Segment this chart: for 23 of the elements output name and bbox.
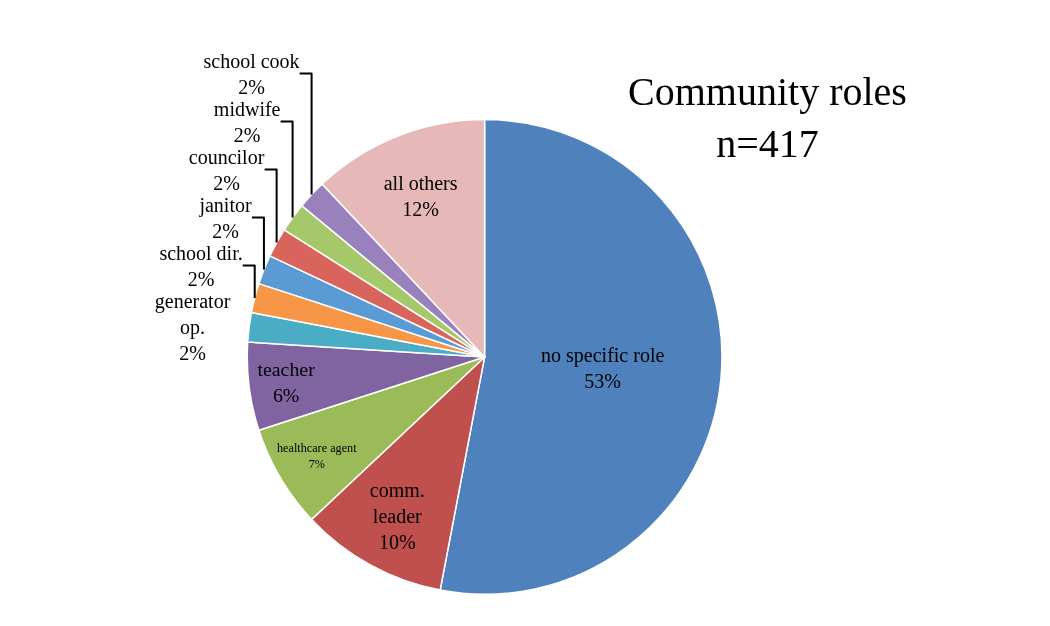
data-label: 10% <box>378 530 416 553</box>
slice-label: school cook <box>203 49 300 72</box>
data-label: 2% <box>187 267 215 290</box>
data-label: 2% <box>212 219 239 242</box>
data-label: 6% <box>272 383 300 406</box>
data-label: 12% <box>402 197 439 220</box>
slice-label: teacher <box>257 358 316 381</box>
slice-label: generator op. <box>154 289 231 339</box>
slice-label: healthcare agent <box>277 441 358 456</box>
data-label: 2% <box>179 341 206 364</box>
slice-label: no specific role <box>541 344 665 368</box>
data-label: 2% <box>213 171 240 194</box>
slice-label: councilor <box>188 145 265 168</box>
slice-label: all others <box>383 171 458 194</box>
data-label: 53% <box>584 370 622 393</box>
slice-label: janitor <box>198 193 252 217</box>
slice-label: midwife <box>213 97 281 120</box>
text: Community roles n=417 <box>628 69 907 166</box>
slice-label: comm. leader <box>369 478 425 527</box>
data-label: 7% <box>308 457 325 472</box>
data-label: 2% <box>233 123 261 146</box>
data-label: 2% <box>238 75 265 98</box>
slice-label: school dir. <box>159 241 243 264</box>
